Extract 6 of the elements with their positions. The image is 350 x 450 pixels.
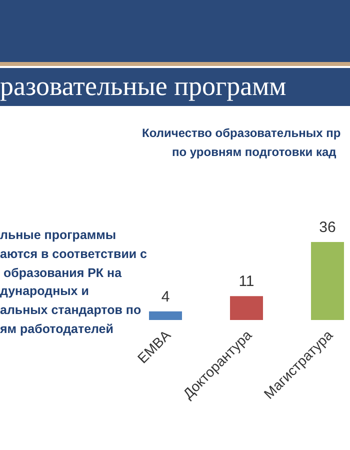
data-label: 36 bbox=[319, 219, 336, 236]
text: разовательные программ bbox=[0, 70, 286, 102]
chart-title: Количество образовательных пр по уровням подготовки кад bbox=[142, 125, 341, 161]
data-label: 11 bbox=[238, 273, 254, 290]
annotation: льные программы аются в соответствии с образования РК на дународных и альных стандартов по ям работодателей bbox=[0, 227, 147, 336]
data-label: 4 bbox=[161, 288, 170, 306]
